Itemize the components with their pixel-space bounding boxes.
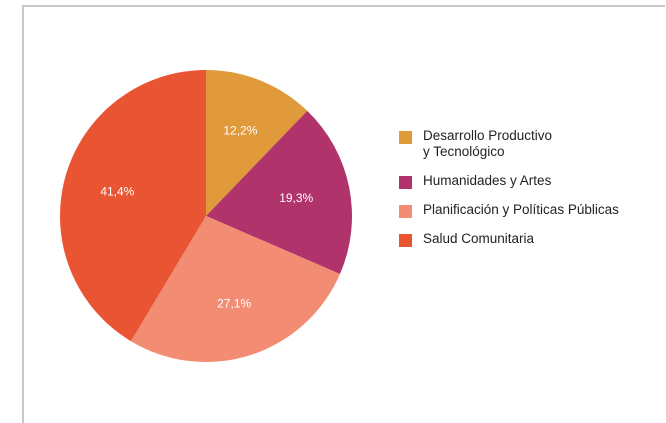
slice-value-label-2: 27,1% — [217, 297, 251, 311]
legend-item-desarrollo: Desarrollo Productivo y Tecnológico — [399, 128, 666, 160]
legend-item-humanidades: Humanidades y Artes — [399, 173, 666, 189]
pie-slice-2 — [130, 216, 340, 362]
legend-swatch — [399, 234, 412, 247]
legend-label: Desarrollo Productivo y Tecnológico — [423, 128, 553, 159]
legend-label: Planificación y Políticas Públicas — [423, 202, 619, 217]
legend: Desarrollo Productivo y Tecnológico Huma… — [399, 128, 666, 260]
slice-value-label-1: 19,3% — [279, 191, 313, 205]
legend-item-salud: Salud Comunitaria — [399, 231, 666, 247]
pie-slice-3 — [59, 70, 206, 342]
legend-item-planificacion: Planificación y Políticas Públicas — [399, 202, 666, 218]
pie-slice-0 — [206, 70, 308, 216]
legend-swatch — [399, 176, 412, 189]
legend-swatch — [399, 131, 412, 144]
legend-label: Humanidades y Artes — [423, 173, 552, 188]
slice-value-label-3: 41,4% — [100, 184, 134, 198]
legend-swatch — [399, 205, 412, 218]
legend-label: Salud Comunitaria — [423, 231, 535, 246]
slice-value-label-0: 12,2% — [223, 124, 257, 138]
pie-slice-1 — [206, 110, 352, 274]
